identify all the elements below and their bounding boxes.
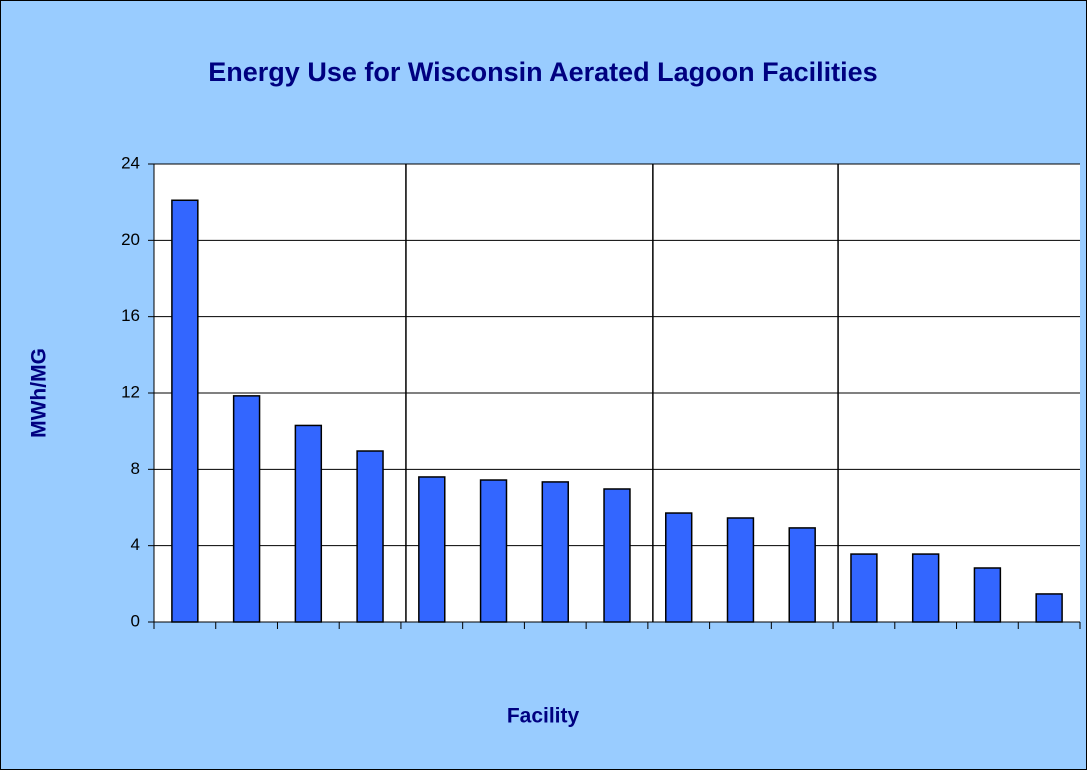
y-tick-label: 8 [131, 459, 140, 478]
bar [171, 199, 199, 623]
y-tick-label: 16 [121, 306, 140, 325]
bar [850, 553, 878, 623]
bar [232, 395, 261, 623]
bar [541, 481, 569, 623]
y-tick-label: 4 [131, 535, 140, 554]
bar [973, 567, 1002, 623]
bar [911, 553, 940, 623]
bar [603, 488, 631, 623]
bar [1035, 593, 1063, 623]
bar [726, 517, 755, 623]
bar [418, 476, 446, 623]
chart-title: Energy Use for Wisconsin Aerated Lagoon … [208, 57, 877, 87]
y-tick-label: 12 [121, 382, 140, 401]
y-tick-label: 0 [131, 611, 140, 630]
y-tick-label: 24 [121, 153, 140, 172]
bar [665, 512, 693, 623]
y-axis-label: MWh/MG [28, 348, 51, 438]
x-axis-label: Facility [507, 705, 580, 728]
bar [788, 527, 816, 623]
y-tick-label: 20 [121, 230, 140, 249]
bar [356, 450, 384, 623]
bar [294, 424, 323, 623]
bar [479, 479, 508, 623]
